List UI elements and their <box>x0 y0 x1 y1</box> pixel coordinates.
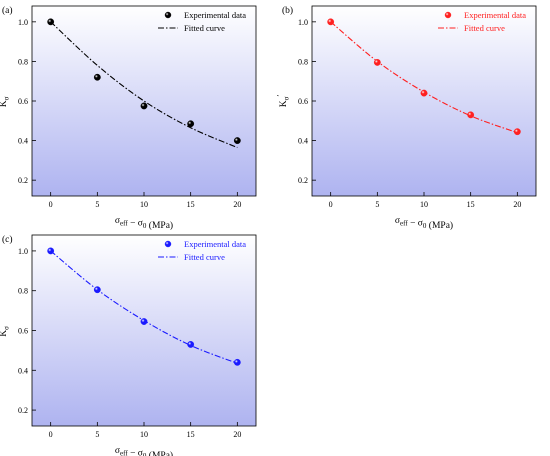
fitted-curve-line <box>50 21 238 149</box>
legend-label: Fitted curve <box>464 23 505 33</box>
y-tick-label: 0.8 <box>298 57 308 66</box>
data-point <box>373 59 381 66</box>
panel-label: (a) <box>2 5 13 16</box>
y-tick-label: 0.4 <box>18 366 28 375</box>
y-tick-label: 1.0 <box>18 18 28 27</box>
x-tick-label: 0 <box>49 200 53 209</box>
y-tick-label: 1.0 <box>298 18 308 27</box>
y-tick-label: 0.4 <box>18 137 28 146</box>
data-point <box>47 247 55 255</box>
data-point <box>513 128 521 136</box>
data-point <box>420 89 428 97</box>
panel-c: 0 5 10 15 20 0.2 0.4 0.6 0.8 1.0 σeff − σ0 (MPa) Kσ… <box>0 234 257 456</box>
legend-label: Experimental data <box>464 10 526 20</box>
legend-marker <box>164 11 172 19</box>
y-axis-label: Kσ′ <box>0 324 11 337</box>
legend-label: Fitted curve <box>184 252 225 262</box>
y-tick-label: 0.6 <box>18 97 28 106</box>
x-tick-label: 20 <box>233 430 241 439</box>
data-point <box>187 120 195 128</box>
data-point <box>233 358 241 366</box>
x-axis-label: σeff − σ0 (MPa) <box>115 216 173 231</box>
data-point <box>467 111 475 119</box>
x-tick-label: 20 <box>233 200 241 209</box>
y-tick-label: 0.8 <box>18 57 28 66</box>
legend-marker <box>444 11 452 19</box>
x-tick-label: 10 <box>140 200 148 209</box>
y-tick-label: 0.2 <box>298 176 308 185</box>
legend-label: Experimental data <box>184 10 246 20</box>
legend-label: Fitted curve <box>184 23 225 33</box>
x-axis-label: σeff − σ0 (MPa) <box>115 446 173 456</box>
x-tick-label: 15 <box>467 200 475 209</box>
panel-b: 0 5 10 15 20 0.2 0.4 0.6 0.8 1.0 σeff − σ0 (MPa) Kσ… <box>276 5 537 231</box>
x-tick-label: 5 <box>95 200 99 209</box>
x-tick-label: 5 <box>95 430 99 439</box>
data-point <box>327 18 335 26</box>
y-axis-label: Kσ′ <box>0 95 11 108</box>
x-tick-label: 15 <box>187 200 195 209</box>
data-point <box>140 102 148 110</box>
y-tick-label: 0.6 <box>298 97 308 106</box>
y-tick-label: 1.0 <box>18 247 28 256</box>
x-tick-label: 0 <box>329 200 333 209</box>
panel-label: (b) <box>282 5 293 16</box>
data-point <box>93 286 101 294</box>
y-tick-label: 0.2 <box>18 176 28 185</box>
x-tick-label: 10 <box>420 200 428 209</box>
plot-background <box>32 6 256 196</box>
data-point <box>93 73 101 81</box>
panel-label: (c) <box>2 234 13 245</box>
x-tick-label: 5 <box>375 200 379 209</box>
data-point <box>47 18 55 26</box>
x-axis-label: σeff − σ0 (MPa) <box>395 216 453 231</box>
x-tick-label: 20 <box>513 200 521 209</box>
y-tick-label: 0.6 <box>18 327 28 336</box>
x-tick-label: 10 <box>140 430 148 439</box>
y-tick-label: 0.2 <box>18 406 28 415</box>
y-tick-label: 0.8 <box>18 287 28 296</box>
data-point <box>140 318 148 325</box>
y-axis-label: Kσ′ <box>276 95 291 108</box>
x-tick-label: 0 <box>49 430 53 439</box>
data-point <box>187 341 195 348</box>
y-tick-label: 0.4 <box>298 137 308 146</box>
data-point <box>233 137 241 144</box>
x-tick-label: 15 <box>187 430 195 439</box>
legend-marker <box>164 240 172 248</box>
panel-a: 0 5 10 15 20 0.2 0.4 0.6 0.8 1.0 σeff − σ0 (MPa) Kσ… <box>0 5 257 231</box>
legend-label: Experimental data <box>184 239 246 249</box>
